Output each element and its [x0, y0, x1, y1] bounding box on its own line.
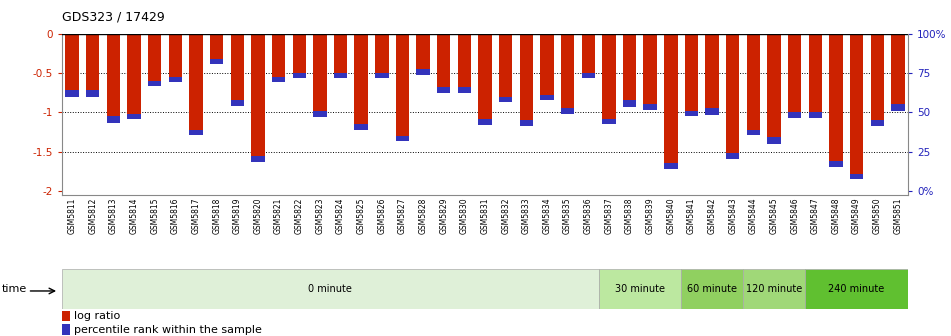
Bar [66, 34, 79, 90]
Bar [644, 104, 657, 110]
Bar [681, 269, 743, 309]
Bar [478, 34, 492, 119]
Bar [850, 174, 864, 179]
Bar [685, 34, 698, 111]
Bar [685, 111, 698, 116]
Bar [251, 34, 264, 156]
Text: percentile rank within the sample: percentile rank within the sample [74, 325, 262, 335]
Bar [805, 269, 908, 309]
Text: 60 minute: 60 minute [687, 284, 737, 294]
Bar [747, 34, 760, 130]
Bar [417, 34, 430, 69]
Bar [743, 269, 805, 309]
Bar [519, 120, 533, 126]
Bar [87, 90, 100, 96]
Bar [396, 136, 409, 141]
Bar [499, 34, 513, 96]
Bar [127, 34, 141, 114]
Bar [293, 73, 306, 78]
Bar [148, 34, 162, 81]
Bar [644, 34, 657, 104]
Bar [623, 34, 636, 100]
Text: 0 minute: 0 minute [308, 284, 352, 294]
Bar [788, 112, 802, 118]
Text: log ratio: log ratio [74, 311, 120, 321]
Bar [664, 163, 677, 169]
Bar [870, 34, 883, 120]
Bar [581, 34, 595, 73]
Bar [561, 34, 574, 108]
Bar [189, 130, 203, 135]
Bar [870, 120, 883, 126]
Bar [66, 90, 79, 96]
Bar [62, 325, 70, 335]
Bar [251, 156, 264, 162]
Bar [747, 130, 760, 135]
Bar [230, 100, 244, 106]
Bar [168, 34, 182, 77]
Bar [334, 34, 347, 73]
Bar [581, 73, 595, 78]
Bar [313, 34, 326, 112]
Bar [272, 77, 285, 82]
Bar [478, 119, 492, 125]
Bar [767, 34, 781, 137]
Bar [499, 96, 513, 102]
Bar [62, 311, 70, 321]
Bar [417, 69, 430, 75]
Bar [767, 137, 781, 144]
Bar [540, 34, 553, 95]
Bar [664, 34, 677, 163]
Bar [457, 87, 471, 93]
Bar [230, 34, 244, 100]
Bar [396, 34, 409, 136]
Bar [437, 87, 451, 93]
Bar [519, 34, 533, 120]
Bar [598, 269, 681, 309]
Bar [107, 34, 120, 116]
Text: GDS323 / 17429: GDS323 / 17429 [62, 10, 165, 23]
Bar [189, 34, 203, 130]
Bar [850, 34, 864, 174]
Bar [334, 73, 347, 78]
Bar [127, 114, 141, 119]
Bar [706, 34, 719, 108]
Bar [148, 81, 162, 86]
Bar [829, 161, 843, 167]
Bar [726, 34, 740, 153]
Text: 30 minute: 30 minute [615, 284, 665, 294]
Bar [355, 124, 368, 130]
Bar [726, 153, 740, 159]
Bar [829, 34, 843, 161]
Bar [891, 34, 904, 104]
Text: time: time [2, 284, 28, 294]
Bar [210, 34, 223, 59]
Bar [107, 116, 120, 123]
Bar [437, 34, 451, 87]
Bar [457, 34, 471, 87]
Bar [293, 34, 306, 73]
Bar [602, 119, 615, 124]
Bar [623, 100, 636, 107]
Bar [355, 34, 368, 124]
Bar [168, 77, 182, 82]
Bar [561, 108, 574, 114]
Bar [210, 59, 223, 64]
Bar [375, 73, 389, 78]
Bar [891, 104, 904, 111]
Bar [602, 34, 615, 119]
Bar [313, 112, 326, 117]
Bar [375, 34, 389, 73]
Bar [808, 34, 822, 112]
Bar [540, 95, 553, 100]
Bar [62, 269, 598, 309]
Bar [808, 112, 822, 118]
Bar [87, 34, 100, 90]
Bar [788, 34, 802, 112]
Text: 240 minute: 240 minute [828, 284, 884, 294]
Bar [272, 34, 285, 77]
Bar [706, 108, 719, 115]
Text: 120 minute: 120 minute [746, 284, 802, 294]
